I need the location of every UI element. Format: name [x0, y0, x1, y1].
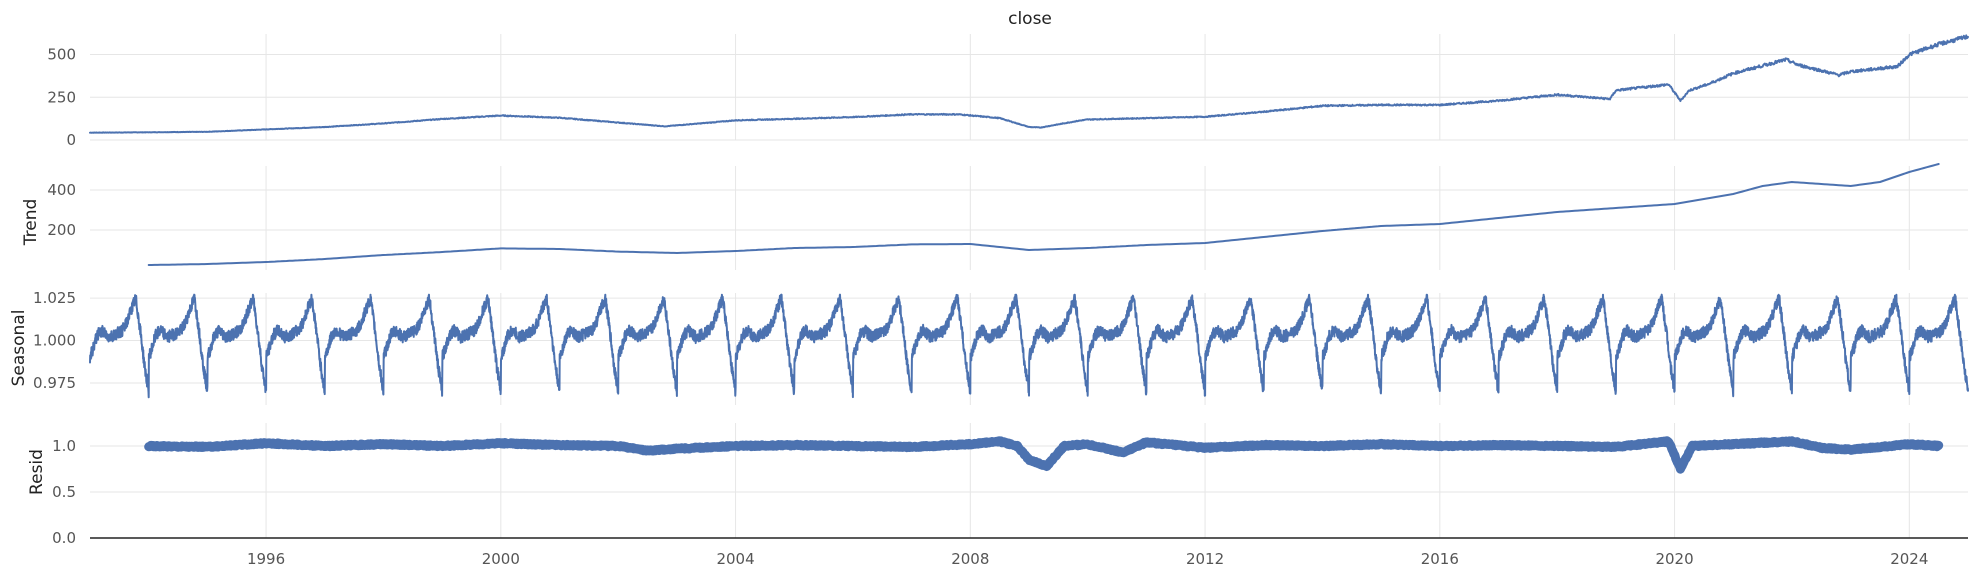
trend-series-line [147, 163, 1940, 266]
y-tick-label: 400 [47, 181, 76, 199]
close-series-line [89, 34, 1969, 134]
close-panel: 0 250 500 [47, 34, 1969, 149]
x-tick-label: 2008 [951, 550, 989, 568]
seasonal-axis-label: Seasonal [9, 310, 29, 387]
y-tick-label: 200 [47, 221, 76, 239]
trend-panel: Trend 200 400 [21, 163, 1968, 270]
seasonal-panel: Seasonal 0.975 1.000 1.025 [9, 289, 1969, 405]
y-tick-label: 1.0 [52, 437, 76, 455]
x-tick-label: 2016 [1421, 550, 1459, 568]
x-tick-label: 2024 [1890, 550, 1928, 568]
x-tick-label: 2000 [482, 550, 520, 568]
y-tick-label: 0 [66, 131, 76, 149]
trend-axis-label: Trend [21, 199, 41, 247]
chart-title: close [1008, 9, 1052, 29]
resid-series-line [144, 436, 1944, 474]
x-tick-label: 2020 [1655, 550, 1693, 568]
y-tick-label: 1.000 [33, 332, 76, 350]
x-tick-labels: 1996 2000 2004 2008 2012 2016 2020 2024 [247, 550, 1928, 568]
y-tick-label: 1.025 [33, 289, 76, 307]
resid-panel: Resid 0.0 0.5 1.0 [27, 423, 1968, 547]
y-tick-label: 0.5 [52, 483, 76, 501]
y-tick-label: 0.0 [52, 529, 76, 547]
y-tick-label: 500 [47, 46, 76, 64]
x-tick-label: 1996 [247, 550, 285, 568]
y-tick-label: 0.975 [33, 374, 76, 392]
resid-axis-label: Resid [27, 449, 47, 495]
y-tick-label: 250 [47, 88, 76, 106]
x-tick-label: 2004 [716, 550, 754, 568]
seasonal-series-line [89, 293, 1969, 399]
x-tick-label: 2012 [1186, 550, 1224, 568]
